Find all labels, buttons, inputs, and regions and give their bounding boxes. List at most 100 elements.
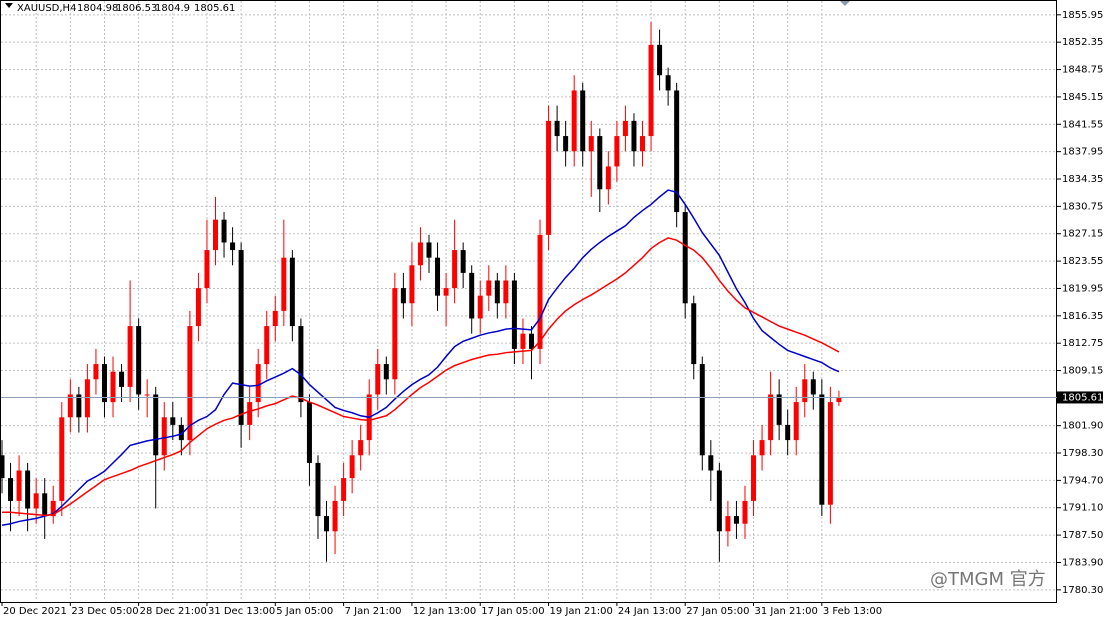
y-tick-label: 1823.55 (1062, 256, 1103, 267)
candle-body (16, 470, 22, 501)
y-tick-label: 1801.90 (1062, 421, 1103, 432)
candle-body (8, 478, 14, 501)
header-low: 1804.9 (155, 3, 190, 14)
candle-body (178, 424, 184, 441)
y-tick-label: 1855.95 (1062, 10, 1103, 21)
candle-body (59, 417, 65, 501)
candle-body (247, 402, 253, 425)
x-tick-label: 12 Jan 13:00 (413, 606, 476, 617)
candle-body (597, 136, 603, 190)
candle-body (76, 394, 82, 418)
shift-marker (840, 1, 850, 6)
candle-body (665, 75, 671, 91)
y-tick-label: 1809.15 (1062, 366, 1103, 377)
candle-body (682, 212, 688, 304)
symbol-arrow (5, 3, 13, 8)
candle-body (759, 440, 765, 456)
x-tick-label: 31 Dec 13:00 (208, 606, 275, 617)
candle-body (67, 394, 73, 418)
candle-body (119, 371, 125, 387)
candle-body (93, 364, 99, 380)
candle-body (733, 516, 739, 524)
candle-body (204, 250, 210, 289)
candle-body (392, 288, 398, 380)
candle-body (494, 280, 500, 304)
candle-body (221, 219, 227, 243)
candle-body (255, 364, 261, 403)
y-tick-label: 1830.75 (1062, 201, 1103, 212)
y-tick-label: 1837.95 (1062, 147, 1103, 158)
candle-body (708, 455, 714, 471)
candle-body (802, 379, 808, 403)
y-tick-label: 1816.35 (1062, 311, 1103, 322)
candle-body (101, 364, 107, 403)
candle-body (144, 394, 150, 396)
y-tick-label: 1783.90 (1062, 557, 1103, 568)
candle-body (33, 493, 39, 509)
candle-body (153, 394, 159, 456)
y-tick-label: 1819.95 (1062, 283, 1103, 294)
x-tick-label: 5 Jan 05:00 (276, 606, 333, 617)
candle-body (520, 333, 526, 349)
x-tick-label: 23 Dec 05:00 (71, 606, 138, 617)
candle-body (349, 455, 355, 479)
candle-body (127, 326, 133, 387)
candle-body (836, 397, 842, 403)
candle-body (768, 394, 774, 441)
y-tick-label: 1841.55 (1062, 119, 1103, 130)
candle-body (213, 219, 218, 251)
chart-title: XAUUSD,H4 (17, 3, 76, 14)
y-tick-label: 1848.75 (1062, 65, 1103, 76)
x-tick-label: 28 Dec 21:00 (140, 606, 207, 617)
x-tick-label: 19 Jan 21:00 (550, 606, 613, 617)
candle-body (537, 234, 543, 349)
candle-body (358, 440, 364, 456)
y-tick-label: 1845.15 (1062, 92, 1103, 103)
candle-body (571, 90, 577, 152)
candle-body (281, 257, 287, 311)
y-tick-label: 1798.30 (1062, 448, 1103, 459)
candle-body (25, 470, 31, 509)
candle-body (588, 136, 594, 152)
candle-body (819, 394, 825, 505)
candle-body (622, 120, 628, 137)
moving-average-line (2, 237, 840, 517)
y-tick-label: 1834.35 (1062, 174, 1103, 185)
candle-body (400, 288, 406, 304)
candle-body (306, 402, 312, 463)
candle-body (161, 417, 167, 456)
candle-body (375, 364, 381, 395)
candle-body (460, 250, 466, 273)
x-tick-label: 24 Jan 13:00 (618, 606, 681, 617)
candle-body (827, 402, 833, 505)
y-tick-label: 1787.50 (1062, 530, 1103, 541)
candle-body (503, 280, 509, 304)
candle-body (435, 257, 441, 296)
candle-body (84, 379, 90, 418)
candle-body (640, 136, 645, 152)
candle-body (674, 90, 680, 213)
candle-body (742, 500, 748, 524)
current-price-box (1057, 391, 1103, 404)
candle-body (691, 303, 697, 365)
candle-body (580, 90, 586, 152)
candle-body (443, 288, 449, 296)
candle-body (486, 280, 492, 296)
y-tick-label: 1780.30 (1062, 585, 1103, 596)
candle-body (452, 250, 458, 289)
candle-body (631, 120, 637, 152)
y-tick-label: 1827.15 (1062, 229, 1103, 240)
x-tick-label: 20 Dec 2021 (3, 606, 67, 617)
candle-body (554, 120, 560, 137)
y-tick-label: 1794.70 (1062, 475, 1103, 486)
candle-body (195, 288, 201, 327)
y-tick-label: 1812.75 (1062, 338, 1103, 349)
candle-body (230, 242, 236, 251)
candle-body (716, 470, 722, 532)
candle-body (0, 455, 5, 479)
candle-body (528, 333, 534, 349)
header-open: 1804.98 (77, 3, 118, 14)
y-tick-label: 1791.10 (1062, 503, 1103, 514)
candle-body (776, 394, 782, 425)
candle-body (315, 462, 321, 517)
